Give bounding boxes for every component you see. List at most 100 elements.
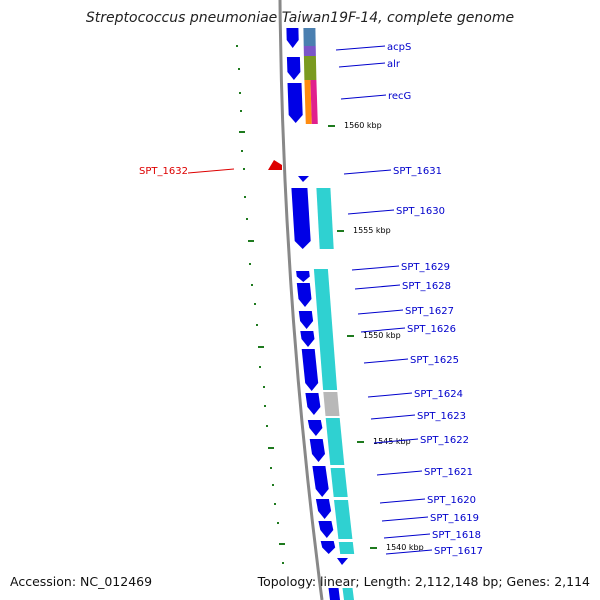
cog-feature <box>310 80 318 124</box>
label-leader-line <box>363 358 409 364</box>
label-leader-line <box>354 284 401 290</box>
gc-trace-dot <box>249 263 251 265</box>
gene-arrow[interactable] <box>309 439 325 462</box>
gc-trace-dot <box>258 346 264 348</box>
gene-label-SPT_1629[interactable]: SPT_1629 <box>401 262 450 273</box>
gene-label-SPT_1617[interactable]: SPT_1617 <box>434 546 483 557</box>
gc-trace-dot <box>270 467 272 469</box>
cog-feature <box>316 188 334 249</box>
label-leader-line <box>379 498 426 504</box>
label-leader-line <box>340 94 387 100</box>
kbp-label: 1540 kbp <box>386 543 424 552</box>
gene-label-recG[interactable]: recG <box>388 91 411 102</box>
gc-trace-dot <box>279 543 285 545</box>
gene-arrow[interactable] <box>320 541 336 554</box>
gene-label-SPT_1632[interactable]: SPT_1632 <box>139 166 188 177</box>
gene-label-SPT_1619[interactable]: SPT_1619 <box>430 513 479 524</box>
gc-trace-dot <box>241 150 243 152</box>
highlight-leader-line <box>187 168 235 174</box>
cog-feature <box>313 269 338 390</box>
highlight-gene-marker[interactable] <box>268 160 282 170</box>
gc-trace-dot <box>274 503 276 505</box>
gc-trace-dot <box>239 92 241 94</box>
label-leader-line <box>335 45 386 51</box>
label-leader-line <box>367 392 413 398</box>
gc-trace-dot <box>268 447 274 449</box>
label-leader-line <box>338 62 386 68</box>
kbp-tick <box>337 230 344 232</box>
kbp-label: 1560 kbp <box>344 121 382 130</box>
gc-trace-dot <box>277 522 279 524</box>
cog-feature <box>303 56 317 80</box>
gene-arrow[interactable] <box>286 57 301 80</box>
gc-trace-dot <box>239 131 245 133</box>
label-leader-line <box>351 265 400 271</box>
gene-label-SPT_1630[interactable]: SPT_1630 <box>396 206 445 217</box>
gene-label-SPT_1618[interactable]: SPT_1618 <box>432 530 481 541</box>
kbp-tick <box>370 547 377 549</box>
gene-label-acpS[interactable]: acpS <box>387 42 411 53</box>
gene-arrow[interactable] <box>301 349 319 391</box>
gene-arrow[interactable] <box>300 331 315 347</box>
cog-feature <box>328 588 340 600</box>
label-leader-line <box>347 209 395 215</box>
label-leader-line <box>383 533 431 539</box>
gene-arrow[interactable] <box>287 83 303 123</box>
gene-label-SPT_1623[interactable]: SPT_1623 <box>417 411 466 422</box>
gene-arrow[interactable] <box>315 499 332 519</box>
gene-label-SPT_1624[interactable]: SPT_1624 <box>414 389 463 400</box>
kbp-tick <box>328 125 335 127</box>
gc-trace-dot <box>251 284 253 286</box>
gene-arrow[interactable] <box>307 420 323 436</box>
gc-trace-dot <box>244 196 246 198</box>
genome-backbone <box>278 0 324 600</box>
gene-arrow[interactable] <box>296 283 312 307</box>
gc-trace-dot <box>248 240 254 242</box>
gc-trace-dot <box>266 425 268 427</box>
gene-label-SPT_1628[interactable]: SPT_1628 <box>402 281 451 292</box>
label-leader-line <box>385 549 433 555</box>
gene-arrow[interactable] <box>312 466 329 497</box>
gene-label-alr[interactable]: alr <box>387 59 401 70</box>
gene-label-SPT_1621[interactable]: SPT_1621 <box>424 467 473 478</box>
cog-feature <box>303 28 316 46</box>
gene-label-SPT_1620[interactable]: SPT_1620 <box>427 495 476 506</box>
gene-label-SPT_1625[interactable]: SPT_1625 <box>410 355 459 366</box>
gc-trace-dot <box>264 405 266 407</box>
gc-trace-dot <box>259 366 261 368</box>
map-title: Streptococcus pneumoniae Taiwan19F-14, c… <box>85 10 515 26</box>
gc-trace-dot <box>243 168 245 170</box>
gene-arrow[interactable] <box>318 521 334 538</box>
cog-feature <box>304 80 312 124</box>
gene-arrow[interactable] <box>296 271 310 282</box>
label-leader-line <box>343 169 392 175</box>
label-leader-line <box>360 327 406 333</box>
label-leader-line <box>370 414 416 420</box>
gc-trace-dot <box>263 386 265 388</box>
cog-feature <box>325 418 345 465</box>
cog-feature <box>334 500 353 539</box>
gene-label-SPT_1627[interactable]: SPT_1627 <box>405 306 454 317</box>
gene-label-SPT_1631[interactable]: SPT_1631 <box>393 166 442 177</box>
cog-feature <box>342 588 354 600</box>
kbp-tick <box>357 441 364 443</box>
gc-trace-dot <box>254 303 256 305</box>
gene-label-SPT_1622[interactable]: SPT_1622 <box>420 435 469 446</box>
topology-summary: Topology: linear; Length: 2,112,148 bp; … <box>257 574 590 589</box>
gene-arrow[interactable] <box>298 176 309 182</box>
gene-label-SPT_1626[interactable]: SPT_1626 <box>407 324 456 335</box>
label-leader-line <box>373 438 419 444</box>
gene-arrow[interactable] <box>291 188 311 249</box>
gc-trace-dot <box>238 68 240 70</box>
gene-arrow[interactable] <box>298 311 314 329</box>
gc-trace-dot <box>272 484 274 486</box>
label-leader-line <box>381 516 429 522</box>
cog-feature <box>303 46 316 56</box>
gc-trace-dot <box>282 562 284 564</box>
gc-trace-dot <box>256 324 258 326</box>
gene-arrow[interactable] <box>337 558 348 565</box>
gene-arrow[interactable] <box>286 28 299 48</box>
gene-arrow[interactable] <box>305 393 321 415</box>
kbp-label: 1555 kbp <box>353 226 391 235</box>
